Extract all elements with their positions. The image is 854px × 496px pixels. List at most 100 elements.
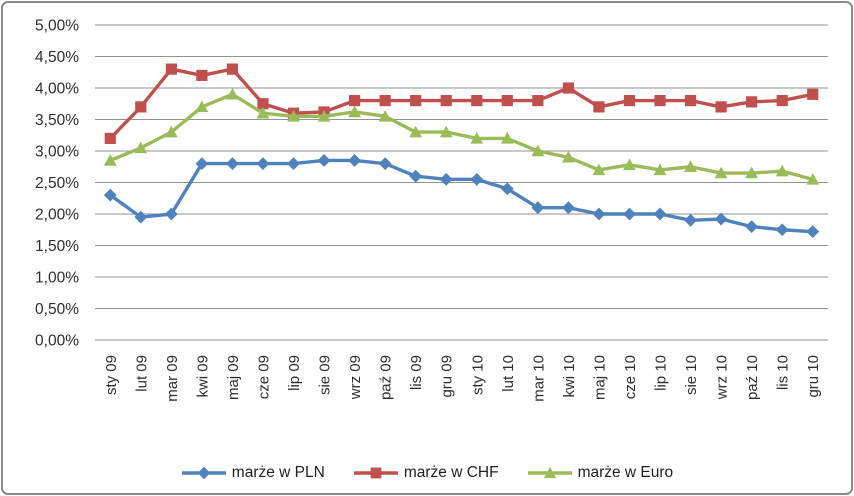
diamond-marker-icon [287,157,300,170]
diamond-marker-icon [103,188,117,202]
chart-legend: marże w PLN marże w CHF marże w Euro [0,464,854,482]
x-tick-label: sty 09 [103,355,120,395]
diamond-marker-icon [653,207,667,221]
diamond-marker-icon [164,207,178,221]
triangle-marker-icon [775,164,789,177]
x-tick-label: lip 09 [286,355,303,391]
x-tick-label: maj 10 [591,355,608,400]
square-marker-icon [226,63,239,75]
triangle-marker-icon [134,141,148,154]
square-marker-icon [353,467,398,479]
diamond-marker-icon [134,210,148,224]
square-marker-icon [440,95,452,107]
y-tick-label: 3,50% [35,112,79,129]
diamond-marker-icon [378,157,392,170]
triangle-marker-icon [653,163,667,176]
x-tick-label: maj 09 [225,355,242,400]
square-marker-icon [349,95,361,107]
gridlines [95,24,828,341]
square-marker-icon [715,101,727,113]
square-marker-icon [623,95,636,107]
square-marker-icon [196,69,208,81]
x-tick-label: paź 09 [378,355,395,400]
square-marker-icon [471,95,483,107]
x-tick-label: gru 10 [805,355,822,398]
x-tick-label: lut 09 [133,355,150,392]
x-tick-label: lip 10 [653,355,670,391]
x-tick-label: mar 10 [530,355,547,402]
triangle-marker-icon [378,109,392,122]
triangle-marker-icon [561,150,575,163]
diamond-marker-icon [197,466,210,480]
diamond-marker-icon [561,201,575,215]
legend-label-euro: marże w Euro [577,464,674,481]
triangle-marker-icon [531,144,545,157]
square-marker-icon [684,95,697,107]
triangle-marker-icon [500,132,514,144]
x-tick-label: lis 10 [775,355,792,390]
y-tick-label: 4,50% [35,49,79,66]
series-chf [104,63,819,144]
legend-label-pln: marże w PLN [231,464,325,481]
diamond-marker-icon [195,157,209,170]
diamond-marker-icon [226,157,239,170]
square-marker-icon [104,132,116,144]
y-axis-labels: 0,00% 0,50% 1,00% 1,50% 2,00% 2,50% 3,00% 3,50%… [35,18,79,350]
square-marker-icon [807,88,819,100]
x-tick-label: gru 09 [439,355,456,398]
triangle-marker-icon [714,166,728,179]
x-tick-label: cze 09 [255,355,272,399]
diamond-marker-icon [256,157,270,170]
x-tick-label: kwi 09 [194,355,211,398]
triangle-marker-icon [623,158,636,171]
diamond-marker-icon [181,466,226,480]
triangle-marker-icon [543,466,556,479]
y-tick-label: 1,00% [35,270,79,287]
legend-item-chf: marże w CHF [353,464,499,482]
triangle-marker-icon [226,87,239,100]
diamond-marker-icon [623,207,636,221]
diamond-marker-icon [500,182,514,196]
x-tick-label: paź 10 [744,355,761,400]
diamond-marker-icon [806,225,820,239]
series-pln [103,154,820,239]
triangle-marker-icon [439,125,453,138]
triangle-marker-icon [592,163,606,176]
triangle-marker-icon [348,105,362,118]
y-tick-label: 0,50% [35,301,79,318]
x-tick-label: lis 09 [408,355,425,390]
x-tick-label: lut 10 [500,355,517,392]
square-marker-icon [654,95,666,107]
x-axis-labels: sty 09 lut 09 mar 09 kwi 09 maj 09 cze 09 lip … [103,355,822,402]
series-line-euro [108,92,815,182]
square-marker-icon [746,96,758,108]
triangle-marker-icon [684,160,697,172]
series-line-chf [108,67,815,141]
diamond-marker-icon [409,169,423,183]
triangle-marker-icon [256,106,270,119]
y-tick-label: 4,00% [35,81,79,98]
x-tick-label: sty 10 [469,355,486,395]
square-marker-icon [370,467,382,479]
legend-label-chf: marże w CHF [403,464,499,481]
square-marker-icon [776,95,788,107]
triangle-marker-icon [287,109,300,122]
square-marker-icon [593,101,605,113]
x-tick-label: wrz 09 [347,355,364,400]
diamond-marker-icon [470,172,484,186]
triangle-marker-icon [317,109,331,122]
square-marker-icon [257,98,269,110]
x-tick-label: sie 09 [317,355,334,395]
triangle-marker-icon [195,100,209,113]
x-tick-label: kwi 10 [561,355,578,398]
diamond-marker-icon [317,154,331,167]
diamond-marker-icon [714,212,728,226]
y-tick-label: 2,00% [35,207,79,224]
y-tick-label: 1,50% [35,238,79,255]
square-marker-icon [562,82,574,94]
series-euro [103,87,820,185]
square-marker-icon [165,63,177,75]
diamond-marker-icon [684,213,697,227]
diamond-marker-icon [439,172,453,186]
